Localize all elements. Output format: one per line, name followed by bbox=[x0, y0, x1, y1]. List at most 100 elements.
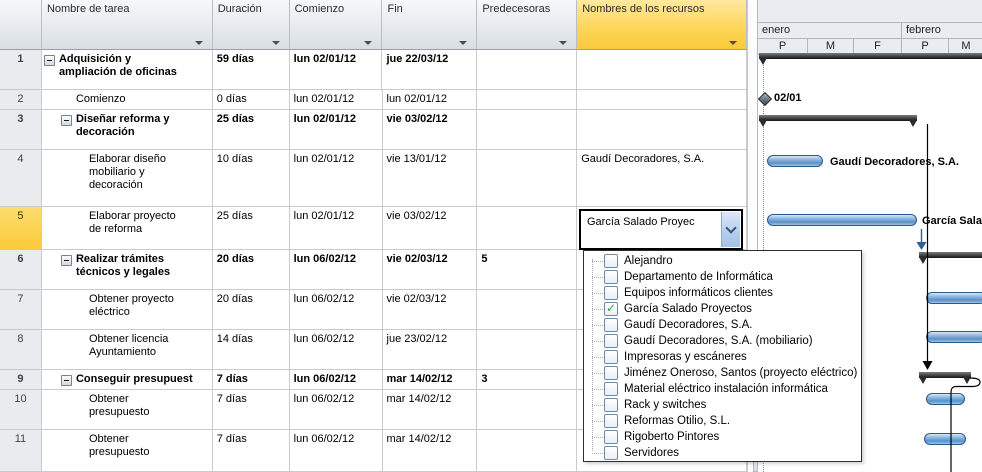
row-id[interactable]: 7 bbox=[0, 290, 42, 330]
cell-task-name[interactable]: Obtener presupuesto bbox=[41, 390, 213, 430]
cell-start[interactable]: lun 06/02/12 bbox=[289, 430, 383, 472]
cell-task-name[interactable]: Obtener presupuesto bbox=[41, 430, 213, 472]
pane-splitter[interactable] bbox=[748, 0, 757, 472]
summary-bar-task9[interactable] bbox=[919, 372, 971, 384]
dropdown-item[interactable]: Gaudí Decoradores, S.A. (mobiliario) bbox=[584, 333, 861, 349]
cell-start[interactable]: lun 02/01/12 bbox=[289, 150, 383, 207]
checkbox-unchecked[interactable] bbox=[604, 366, 618, 380]
checkbox-unchecked[interactable] bbox=[604, 334, 618, 348]
cell-predecessors[interactable] bbox=[477, 207, 578, 250]
dropdown-item[interactable]: Alejandro bbox=[584, 253, 861, 269]
cell-finish[interactable]: vie 02/03/12 bbox=[382, 250, 478, 290]
dropdown-item[interactable]: Reformas Otilio, S.L. bbox=[584, 413, 861, 429]
cell-task-name[interactable]: Conseguir presupuest bbox=[41, 370, 213, 390]
cell-predecessors[interactable] bbox=[477, 390, 578, 430]
cell-predecessors[interactable] bbox=[477, 430, 578, 472]
cell-start[interactable]: lun 02/01/12 bbox=[289, 50, 383, 90]
cell-predecessors[interactable]: 5 bbox=[477, 250, 578, 290]
task-bar-task11[interactable] bbox=[924, 433, 966, 445]
checkbox-unchecked[interactable] bbox=[604, 398, 618, 412]
cell-resources[interactable] bbox=[577, 50, 747, 90]
cell-finish[interactable]: jue 23/02/12 bbox=[382, 330, 478, 370]
cell-predecessors[interactable] bbox=[477, 110, 578, 150]
cell-finish[interactable]: mar 14/02/12 bbox=[382, 390, 478, 430]
checkbox-unchecked[interactable] bbox=[604, 286, 618, 300]
cell-duration[interactable]: 25 días bbox=[212, 110, 290, 150]
cell-predecessors[interactable]: 3 bbox=[477, 370, 578, 390]
cell-task-name[interactable]: Comienzo bbox=[41, 90, 213, 110]
summary-bar-task6[interactable] bbox=[919, 252, 982, 264]
task-bar-task7[interactable] bbox=[926, 292, 982, 304]
cell-duration[interactable]: 59 días bbox=[212, 50, 290, 90]
checkbox-unchecked[interactable] bbox=[604, 254, 618, 268]
task-bar-task4[interactable] bbox=[767, 155, 823, 167]
row-id[interactable]: 6 bbox=[0, 250, 42, 290]
collapse-minus-icon[interactable] bbox=[43, 55, 55, 66]
cell-predecessors[interactable] bbox=[477, 150, 578, 207]
column-header-task-name[interactable]: Nombre de tarea bbox=[41, 0, 213, 50]
cell-resources[interactable] bbox=[577, 110, 747, 150]
cell-duration[interactable]: 7 días bbox=[212, 370, 290, 390]
dropdown-item[interactable]: Rigoberto Pintores bbox=[584, 429, 861, 445]
checkbox-unchecked[interactable] bbox=[604, 430, 618, 444]
cell-duration[interactable]: 14 días bbox=[212, 330, 290, 370]
row-id[interactable]: 1 bbox=[0, 50, 42, 90]
filter-arrow-icon[interactable] bbox=[271, 41, 280, 45]
table-row[interactable]: 3 Diseñar reforma y decoración 25 días l… bbox=[0, 110, 747, 150]
cell-finish[interactable]: vie 02/03/12 bbox=[382, 290, 478, 330]
table-row[interactable]: 10 Obtener presupuesto 7 días lun 06/02/… bbox=[0, 390, 747, 430]
row-id[interactable]: 8 bbox=[0, 330, 42, 370]
cell-start[interactable]: lun 06/02/12 bbox=[289, 330, 383, 370]
cell-duration[interactable]: 20 días bbox=[212, 290, 290, 330]
checkbox-unchecked[interactable] bbox=[604, 446, 618, 460]
dropdown-item[interactable]: Departamento de Informática bbox=[584, 269, 861, 285]
combo-dropdown-button[interactable] bbox=[721, 212, 740, 247]
filter-arrow-icon[interactable] bbox=[559, 41, 568, 45]
column-header-finish[interactable]: Fin bbox=[382, 0, 478, 50]
cell-finish[interactable]: vie 13/01/12 bbox=[382, 150, 478, 207]
filter-arrow-icon[interactable] bbox=[194, 41, 203, 45]
cell-start[interactable]: lun 06/02/12 bbox=[289, 370, 383, 390]
summary-bar-task3[interactable] bbox=[759, 115, 917, 127]
checkbox-unchecked[interactable] bbox=[604, 382, 618, 396]
cell-task-name[interactable]: Obtener licencia Ayuntamiento bbox=[41, 330, 213, 370]
cell-finish[interactable]: lun 02/01/12 bbox=[382, 90, 478, 110]
select-all-corner[interactable] bbox=[0, 0, 42, 50]
summary-bar-task1[interactable] bbox=[759, 53, 982, 65]
task-bar-task10[interactable] bbox=[926, 393, 965, 405]
cell-duration[interactable]: 0 días bbox=[212, 90, 290, 110]
cell-task-name[interactable]: Obtener proyecto eléctrico bbox=[41, 290, 213, 330]
cell-duration[interactable]: 10 días bbox=[212, 150, 290, 207]
row-id[interactable]: 2 bbox=[0, 90, 42, 110]
column-header-predecessors[interactable]: Predecesoras bbox=[477, 0, 578, 50]
task-bar-task5[interactable] bbox=[767, 214, 917, 226]
cell-resources[interactable] bbox=[577, 90, 747, 110]
cell-finish[interactable]: mar 14/02/12 bbox=[382, 430, 478, 472]
cell-task-name[interactable]: Realizar trámites técnicos y legales bbox=[41, 250, 213, 290]
cell-start[interactable]: lun 02/01/12 bbox=[289, 110, 383, 150]
row-id[interactable]: 9 bbox=[0, 370, 42, 390]
task-bar-task8[interactable] bbox=[926, 331, 982, 343]
resource-combo-editor[interactable]: García Salado Proyec bbox=[579, 209, 743, 250]
cell-finish[interactable]: vie 03/02/12 bbox=[382, 207, 478, 250]
dropdown-item[interactable]: ✓ García Salado Proyectos bbox=[584, 301, 861, 317]
column-header-resources[interactable]: Nombres de los recursos bbox=[577, 0, 747, 50]
table-row[interactable]: 9 Conseguir presupuest 7 días lun 06/02/… bbox=[0, 370, 747, 390]
cell-finish[interactable]: mar 14/02/12 bbox=[382, 370, 478, 390]
table-row[interactable]: 6 Realizar trámites técnicos y legales 2… bbox=[0, 250, 747, 290]
cell-predecessors[interactable] bbox=[477, 50, 578, 90]
checkbox-unchecked[interactable] bbox=[604, 414, 618, 428]
checkbox-unchecked[interactable] bbox=[604, 270, 618, 284]
row-id[interactable]: 10 bbox=[0, 390, 42, 430]
cell-start[interactable]: lun 02/01/12 bbox=[289, 207, 383, 250]
cell-predecessors[interactable] bbox=[477, 290, 578, 330]
cell-start[interactable]: lun 06/02/12 bbox=[289, 250, 383, 290]
cell-finish[interactable]: vie 03/02/12 bbox=[382, 110, 478, 150]
cell-duration[interactable]: 20 días bbox=[212, 250, 290, 290]
checkbox-checked[interactable]: ✓ bbox=[604, 301, 618, 316]
collapse-minus-icon[interactable] bbox=[60, 115, 72, 126]
row-id[interactable]: 3 bbox=[0, 110, 42, 150]
cell-duration[interactable]: 7 días bbox=[212, 390, 290, 430]
dropdown-item[interactable]: Impresoras y escáneres bbox=[584, 349, 861, 365]
cell-resources[interactable]: Gaudí Decoradores, S.A. bbox=[577, 150, 747, 207]
